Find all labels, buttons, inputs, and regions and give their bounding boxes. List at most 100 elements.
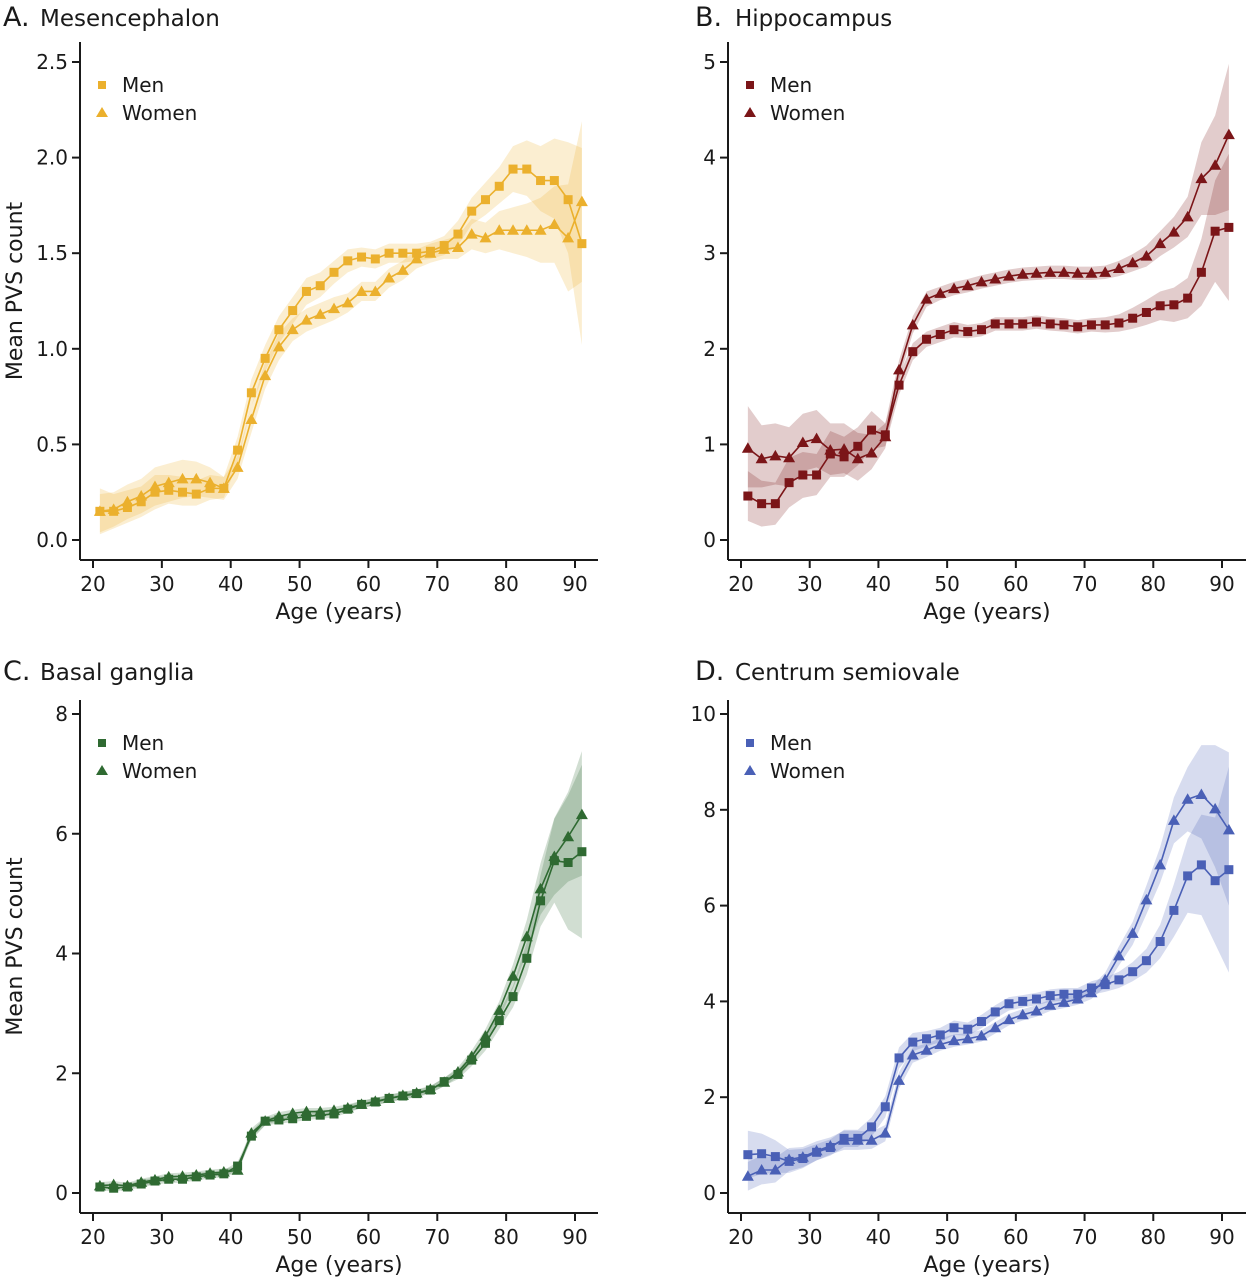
x-tick-label: 50 bbox=[287, 1225, 312, 1249]
data-point-women bbox=[879, 1127, 892, 1138]
legend-triangle-icon bbox=[744, 765, 756, 775]
data-point-men bbox=[1018, 319, 1028, 329]
data-point-men bbox=[880, 1102, 890, 1112]
x-tick-label: 90 bbox=[1209, 1225, 1234, 1249]
data-point-men bbox=[1210, 876, 1220, 886]
data-point-men bbox=[1128, 967, 1138, 977]
data-point-men bbox=[1155, 937, 1165, 947]
y-tick-label: 6 bbox=[55, 822, 68, 846]
data-point-women bbox=[1016, 1008, 1029, 1020]
data-point-women bbox=[1140, 893, 1153, 905]
data-point-women bbox=[383, 272, 396, 283]
data-point-women bbox=[231, 1164, 244, 1175]
data-point-men bbox=[494, 1016, 504, 1026]
data-point-men bbox=[1224, 865, 1234, 875]
data-point-men bbox=[1114, 318, 1124, 328]
data-point-women bbox=[961, 1032, 974, 1044]
data-point-women bbox=[479, 231, 492, 243]
x-axis-label: Age (years) bbox=[275, 600, 402, 625]
data-point-men bbox=[1210, 226, 1220, 236]
data-point-men bbox=[536, 896, 546, 906]
data-point-men bbox=[1059, 989, 1069, 999]
data-point-men bbox=[867, 425, 877, 435]
x-tick-label: 40 bbox=[866, 572, 891, 596]
legend-item-women: Women bbox=[744, 759, 845, 783]
data-point-women bbox=[286, 323, 299, 335]
data-point-men bbox=[935, 1030, 945, 1040]
x-axis-label: Age (years) bbox=[275, 1253, 402, 1278]
panel-letter: B. bbox=[695, 2, 722, 33]
y-tick-label: 5 bbox=[703, 50, 716, 74]
legend-triangle-icon bbox=[96, 765, 108, 775]
legend-item-women: Women bbox=[96, 759, 197, 783]
data-point-women bbox=[259, 1115, 272, 1126]
x-tick-label: 60 bbox=[1003, 572, 1028, 596]
data-point-men bbox=[1045, 991, 1055, 1001]
data-point-women bbox=[575, 808, 588, 820]
legend-item-men: Men bbox=[98, 731, 164, 755]
data-point-men bbox=[1196, 267, 1206, 277]
legend-label: Men bbox=[770, 731, 812, 755]
x-tick-label: 70 bbox=[425, 572, 450, 596]
data-point-women bbox=[769, 1164, 782, 1175]
data-point-men bbox=[935, 329, 945, 339]
data-point-men bbox=[563, 857, 573, 867]
data-point-women bbox=[824, 444, 837, 455]
y-tick-label: 8 bbox=[703, 798, 716, 822]
data-point-men bbox=[549, 176, 559, 186]
data-point-men bbox=[1031, 317, 1041, 327]
data-point-men bbox=[1073, 322, 1083, 332]
data-point-women bbox=[438, 1076, 451, 1087]
data-point-men bbox=[977, 1017, 986, 1027]
data-point-women bbox=[741, 442, 754, 453]
data-point-women bbox=[548, 218, 561, 230]
data-point-men bbox=[1045, 319, 1055, 329]
data-point-men bbox=[922, 334, 932, 344]
legend-triangle-icon bbox=[744, 107, 756, 117]
data-point-men bbox=[1183, 871, 1193, 881]
data-point-men bbox=[343, 256, 353, 266]
data-point-women bbox=[1057, 996, 1070, 1007]
x-tick-label: 80 bbox=[493, 572, 518, 596]
data-point-men bbox=[508, 992, 518, 1002]
data-point-women bbox=[1195, 172, 1208, 184]
data-point-women bbox=[341, 1101, 354, 1113]
y-tick-label: 10 bbox=[691, 702, 716, 726]
data-point-women bbox=[975, 275, 988, 287]
chart-title: Hippocampus bbox=[735, 6, 892, 32]
y-tick-label: 4 bbox=[703, 146, 716, 170]
legend-item-men: Men bbox=[98, 73, 164, 97]
data-point-women bbox=[314, 1105, 327, 1117]
data-point-women bbox=[1209, 802, 1222, 814]
data-point-women bbox=[1181, 210, 1194, 222]
data-point-women bbox=[1030, 1004, 1043, 1016]
data-point-men bbox=[1183, 293, 1193, 303]
data-point-women bbox=[479, 1030, 492, 1041]
data-point-men bbox=[839, 452, 849, 462]
data-point-women bbox=[314, 308, 327, 319]
data-point-men bbox=[1128, 313, 1138, 323]
y-tick-label: 2.0 bbox=[36, 146, 68, 170]
data-point-men bbox=[136, 497, 146, 507]
data-point-men bbox=[536, 176, 546, 186]
data-point-women bbox=[396, 1089, 409, 1100]
data-point-women bbox=[824, 1140, 837, 1151]
y-tick-label: 0 bbox=[55, 1181, 68, 1205]
data-point-women bbox=[783, 1153, 796, 1164]
data-point-men bbox=[563, 195, 573, 205]
data-point-women bbox=[1112, 949, 1125, 961]
data-point-men bbox=[894, 380, 904, 390]
panel-letter: C. bbox=[3, 656, 30, 687]
data-point-men bbox=[784, 478, 794, 488]
x-tick-label: 80 bbox=[1141, 1225, 1166, 1249]
data-point-women bbox=[948, 282, 961, 294]
data-point-men bbox=[908, 1037, 918, 1047]
data-point-women bbox=[93, 505, 106, 516]
panel-letter: D. bbox=[695, 656, 724, 687]
data-point-men bbox=[398, 248, 408, 258]
data-point-women bbox=[328, 1104, 340, 1115]
data-point-men bbox=[1169, 905, 1179, 915]
x-tick-label: 90 bbox=[1209, 572, 1234, 596]
data-point-women bbox=[121, 1179, 134, 1191]
